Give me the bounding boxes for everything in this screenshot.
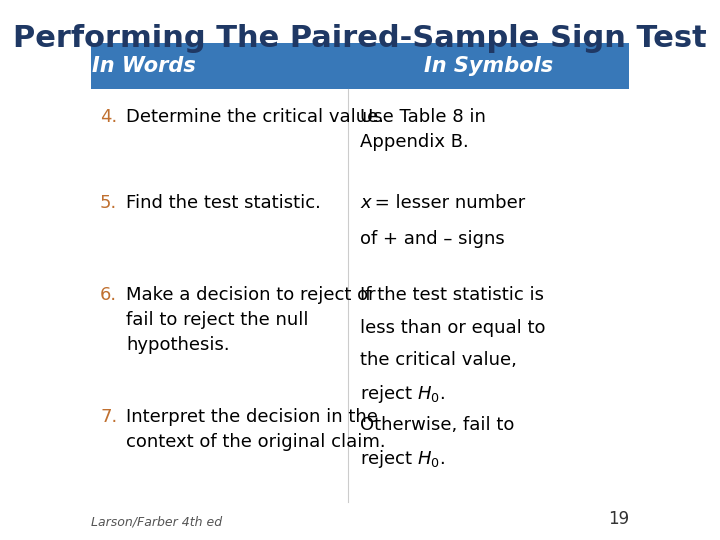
Text: reject $H_0$.: reject $H_0$. — [360, 383, 445, 406]
Text: 7.: 7. — [100, 408, 117, 426]
Text: $x$: $x$ — [360, 194, 373, 212]
Text: 4.: 4. — [100, 108, 117, 126]
Text: 19: 19 — [608, 510, 629, 528]
Text: of + and – signs: of + and – signs — [360, 230, 505, 247]
Text: 6.: 6. — [100, 286, 117, 304]
Text: Interpret the decision in the
context of the original claim.: Interpret the decision in the context of… — [126, 408, 386, 451]
Text: Determine the critical value.: Determine the critical value. — [126, 108, 384, 126]
Text: In Symbols: In Symbols — [424, 56, 553, 76]
Text: reject $H_0$.: reject $H_0$. — [360, 448, 445, 470]
Text: Find the test statistic.: Find the test statistic. — [126, 194, 321, 212]
Text: Make a decision to reject or
fail to reject the null
hypothesis.: Make a decision to reject or fail to rej… — [126, 286, 376, 354]
Text: the critical value,: the critical value, — [360, 351, 517, 369]
Text: Use Table 8 in
Appendix B.: Use Table 8 in Appendix B. — [360, 108, 486, 151]
Text: If the test statistic is: If the test statistic is — [360, 286, 544, 304]
Text: In Words: In Words — [92, 56, 196, 76]
Text: less than or equal to: less than or equal to — [360, 319, 546, 336]
Text: Larson/Farber 4th ed: Larson/Farber 4th ed — [91, 515, 222, 528]
Text: = lesser number: = lesser number — [369, 194, 526, 212]
FancyBboxPatch shape — [91, 43, 629, 89]
Text: Performing The Paired‑Sample Sign Test: Performing The Paired‑Sample Sign Test — [13, 24, 707, 53]
Text: Otherwise, fail to: Otherwise, fail to — [360, 416, 514, 434]
Text: 5.: 5. — [100, 194, 117, 212]
